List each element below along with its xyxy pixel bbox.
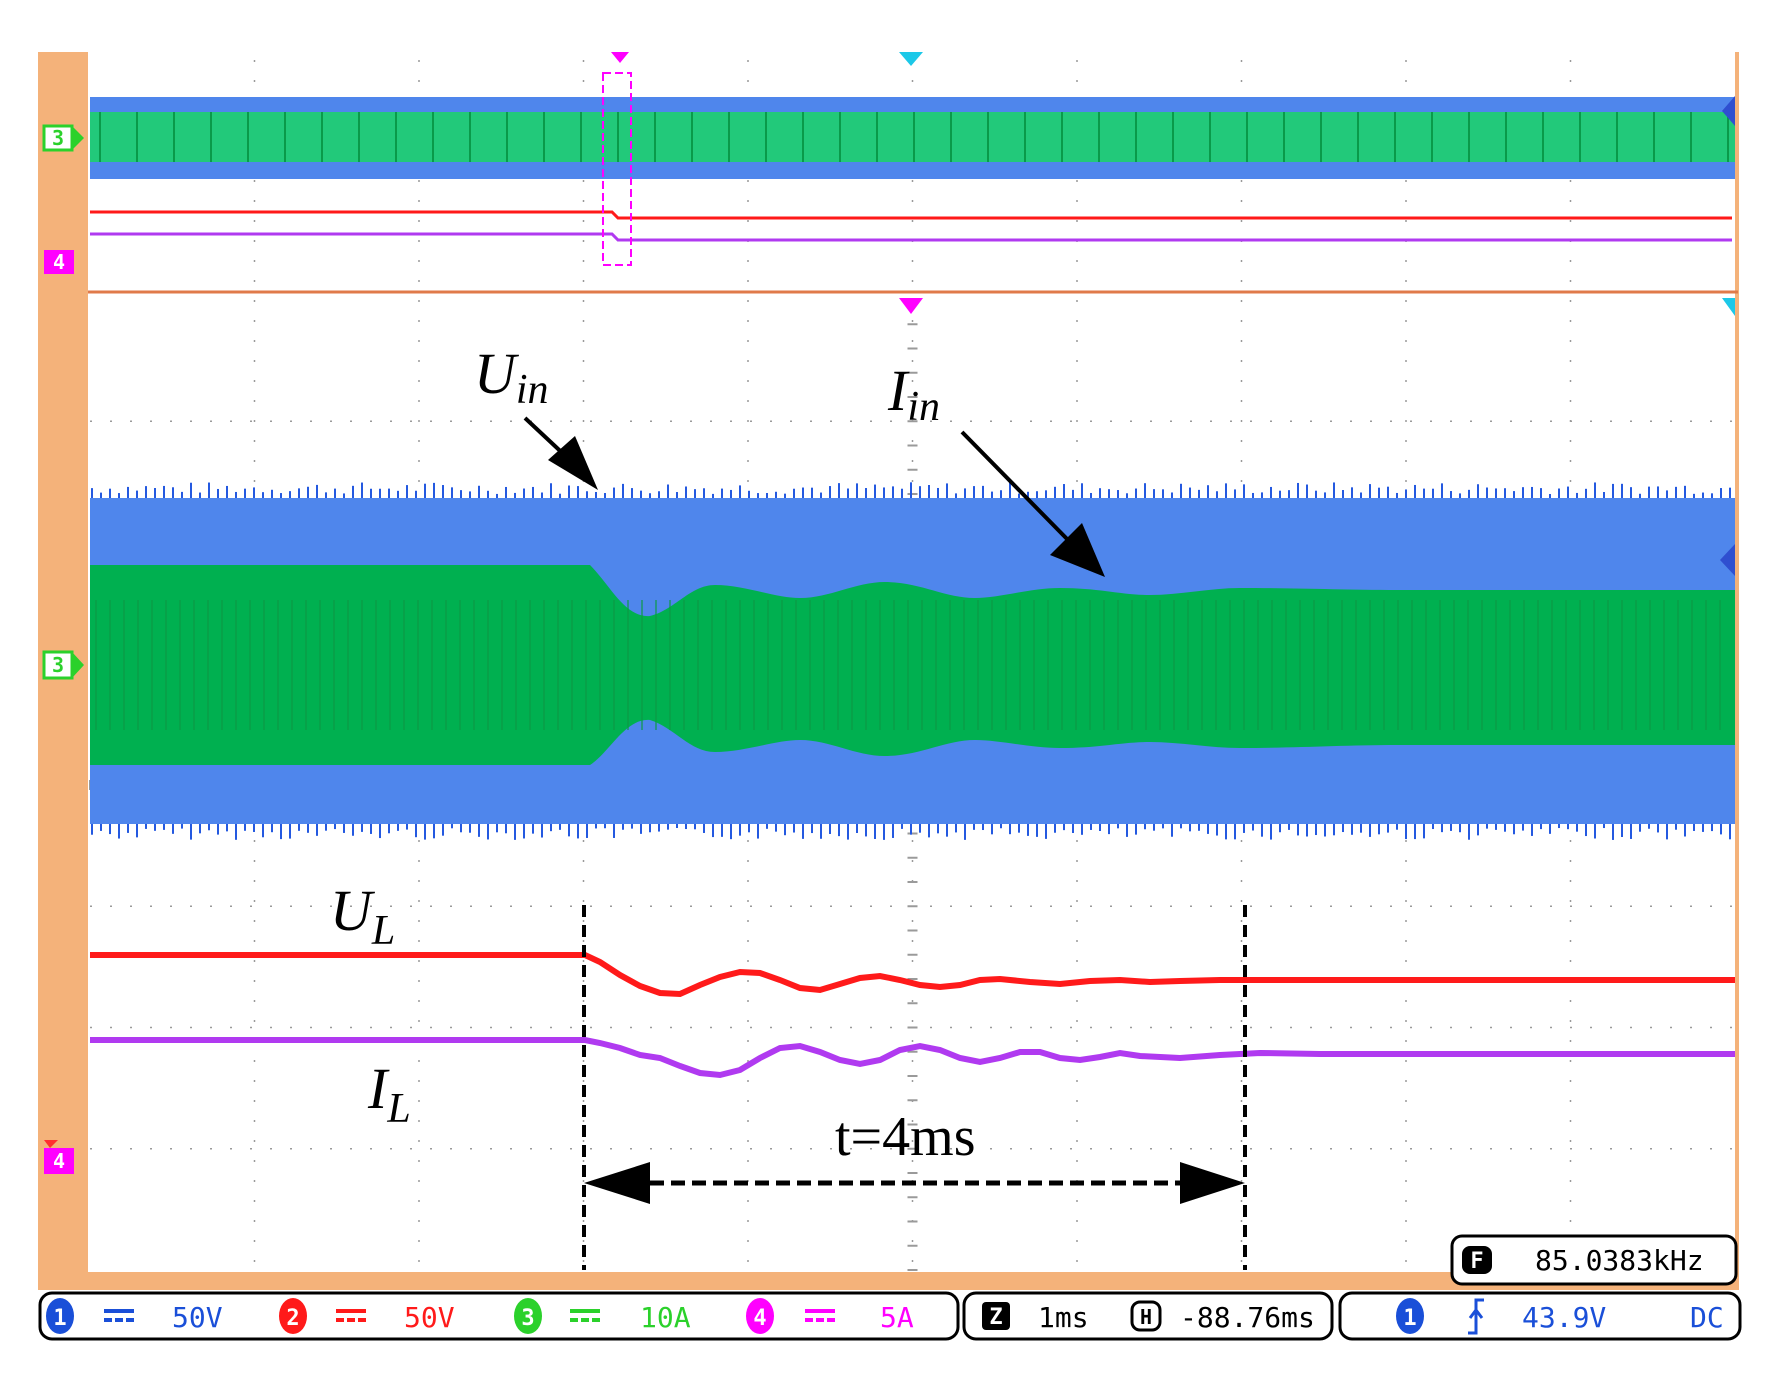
svg-text:2: 2 (286, 1306, 299, 1331)
timebase[interactable]: Z 1ms (982, 1301, 1089, 1334)
svg-text:3: 3 (52, 126, 64, 150)
dc-coupling-icon (104, 1309, 134, 1322)
svg-text:1ms: 1ms (1038, 1301, 1089, 1334)
status-bar: 1 50V 2 50V 3 10A 4 5A Z 1ms (38, 1290, 1742, 1341)
svg-text:50V: 50V (404, 1301, 455, 1334)
dc-coupling-icon (805, 1309, 835, 1322)
iin-ripple-lines (95, 600, 1721, 730)
ch3-ground-marker-overview[interactable]: 3 (42, 124, 84, 152)
svg-text:10A: 10A (640, 1301, 691, 1334)
il-trace (90, 1037, 1735, 1079)
iin-envelope (90, 565, 1735, 765)
ch3-ground-marker-main[interactable]: 3 (42, 650, 84, 680)
uin-edge-spikes (91, 482, 1731, 840)
overview-ch4-trace (90, 232, 1732, 242)
main-trigger-time-marker[interactable] (1722, 298, 1735, 316)
overview-pane (88, 52, 1738, 294)
ch4-ground-marker-main[interactable]: 4 (44, 1140, 74, 1174)
horizontal-icon: H (1140, 1305, 1152, 1329)
duration-arrow-right-head (1180, 1162, 1245, 1204)
main-trigger-marker[interactable] (899, 298, 923, 314)
main-pane (89, 296, 1735, 1272)
label-il: IL (367, 1056, 411, 1132)
overview-trigger-marker[interactable] (611, 52, 629, 63)
svg-text:-88.76ms: -88.76ms (1180, 1301, 1315, 1334)
rising-edge-icon (1468, 1298, 1484, 1335)
overview-glitch-lines (99, 112, 1729, 162)
label-uin: Uin (474, 341, 549, 413)
frequency-value: 85.0383kHz (1535, 1244, 1704, 1277)
horizontal-delay[interactable]: H -88.76ms (1130, 1300, 1315, 1334)
duration-arrow-left-head (584, 1162, 650, 1204)
trigger-settings[interactable]: 1 43.9V DC (1396, 1298, 1724, 1335)
overview-level-marker[interactable] (1722, 96, 1735, 126)
svg-text:1: 1 (1403, 1306, 1416, 1331)
overview-center-marker[interactable] (899, 52, 923, 66)
dc-coupling-icon (570, 1309, 600, 1322)
trigger-panel[interactable] (1338, 1291, 1742, 1341)
main-level-marker[interactable] (1720, 544, 1735, 576)
frequency-readout: F 85.0383kHz (1450, 1234, 1738, 1286)
svg-text:1: 1 (53, 1306, 66, 1331)
svg-text:43.9V: 43.9V (1522, 1301, 1606, 1334)
svg-text:4: 4 (53, 250, 65, 274)
svg-text:IL: IL (367, 1056, 411, 1132)
uin-pointer-head (548, 436, 598, 490)
ch4-scale[interactable]: 4 5A (746, 1298, 914, 1334)
svg-text:Iin: Iin (887, 358, 940, 430)
svg-text:3: 3 (52, 653, 64, 677)
zoom-icon: Z (989, 1305, 1002, 1330)
svg-text:Uin: Uin (474, 341, 549, 413)
frequency-icon: F (1470, 1249, 1483, 1274)
svg-text:50V: 50V (172, 1301, 223, 1334)
ul-trace (90, 952, 1735, 998)
channel-scale-panel[interactable] (38, 1291, 960, 1341)
overview-ch2-trace (90, 210, 1732, 220)
label-iin: Iin (887, 358, 940, 430)
dc-coupling-icon (336, 1309, 366, 1322)
svg-text:4: 4 (53, 1149, 65, 1173)
iin-pointer-head (1050, 523, 1105, 577)
svg-text:5A: 5A (880, 1301, 914, 1334)
duration-label: t=4ms (835, 1106, 976, 1168)
svg-text:DC: DC (1690, 1301, 1724, 1334)
ch2-scale[interactable]: 2 50V (279, 1298, 455, 1334)
ch1-scale[interactable]: 1 50V (46, 1298, 223, 1334)
ch4-ground-marker-overview[interactable]: 4 (44, 250, 74, 274)
overview-ch3-band (90, 112, 1735, 162)
svg-text:UL: UL (330, 878, 395, 954)
label-ul: UL (330, 878, 395, 954)
zoom-window-box[interactable] (602, 72, 632, 266)
svg-text:3: 3 (521, 1306, 534, 1331)
right-frame-edge (1735, 52, 1739, 1292)
ch3-scale[interactable]: 3 10A (514, 1298, 691, 1334)
iin-pointer-shaft (960, 430, 1072, 544)
svg-text:4: 4 (753, 1306, 766, 1331)
